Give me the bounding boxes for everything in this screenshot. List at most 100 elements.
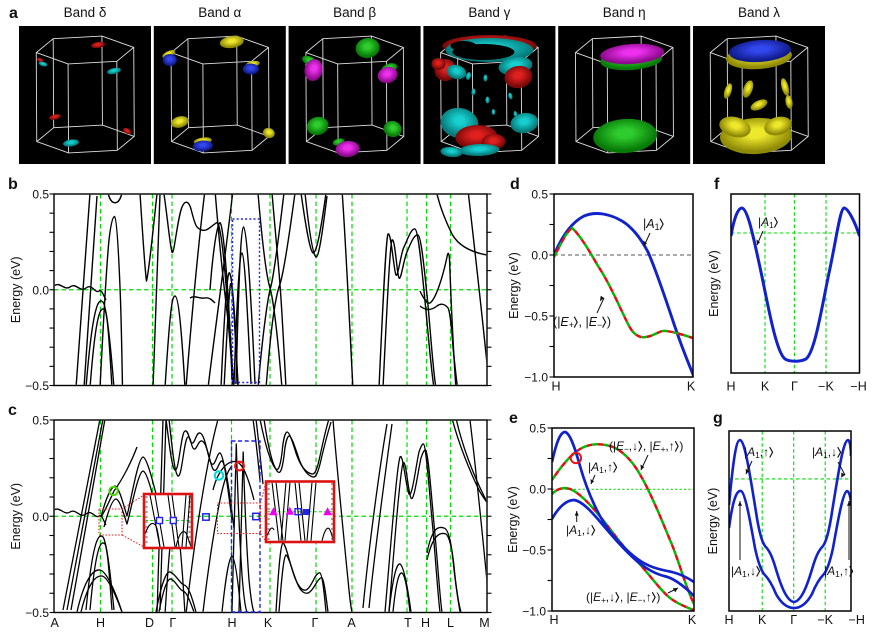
svg-text:Γ: Γ xyxy=(312,616,319,630)
svg-text:E: E xyxy=(653,439,662,453)
svg-text:−0.5: −0.5 xyxy=(25,606,49,620)
svg-text:g: g xyxy=(713,410,723,427)
svg-text:Band β: Band β xyxy=(333,5,376,20)
svg-text:K: K xyxy=(688,613,697,627)
svg-text:Band η: Band η xyxy=(603,5,646,20)
svg-text:A: A xyxy=(733,564,742,578)
svg-text:H: H xyxy=(96,616,105,630)
svg-text:H: H xyxy=(549,613,558,627)
svg-text:−: − xyxy=(624,444,629,454)
svg-text:,↓: ,↓ xyxy=(582,523,591,537)
svg-text:A: A xyxy=(746,445,755,459)
svg-text:A: A xyxy=(51,616,60,630)
svg-text:|: | xyxy=(643,217,646,231)
svg-text:E: E xyxy=(616,439,625,453)
svg-text:1: 1 xyxy=(835,569,840,579)
svg-text:1: 1 xyxy=(599,465,604,475)
svg-text:): ) xyxy=(679,439,683,453)
svg-text:|: | xyxy=(588,460,591,474)
svg-text:Energy (eV): Energy (eV) xyxy=(706,488,720,555)
svg-text:,↑: ,↑ xyxy=(604,460,613,474)
svg-text:Band λ: Band λ xyxy=(738,5,780,20)
svg-text:0.5: 0.5 xyxy=(529,422,546,436)
svg-text:0.5: 0.5 xyxy=(32,188,49,202)
svg-text:|: | xyxy=(824,564,827,578)
svg-text:−1.0: −1.0 xyxy=(522,605,546,619)
svg-text:,↑: ,↑ xyxy=(665,439,674,453)
svg-text:1: 1 xyxy=(655,222,660,232)
svg-text:K: K xyxy=(758,613,767,627)
svg-text:L: L xyxy=(447,616,454,630)
svg-text:0.0: 0.0 xyxy=(32,510,49,524)
svg-text:Band γ: Band γ xyxy=(468,5,510,20)
svg-text:D: D xyxy=(145,616,154,630)
svg-text:A: A xyxy=(590,460,599,474)
svg-text:A: A xyxy=(347,616,356,630)
svg-text:−: − xyxy=(597,320,602,330)
svg-text:T: T xyxy=(404,616,412,630)
svg-text:): ) xyxy=(656,590,660,604)
svg-text:e: e xyxy=(509,410,518,427)
svg-text:|: | xyxy=(650,439,653,453)
svg-text:1: 1 xyxy=(755,450,760,460)
svg-text:−H: −H xyxy=(850,380,866,394)
svg-text:Energy (eV): Energy (eV) xyxy=(506,486,520,553)
svg-text:Γ: Γ xyxy=(790,613,797,627)
svg-text:K: K xyxy=(761,380,770,394)
svg-text:|: | xyxy=(627,590,630,604)
svg-text:0.5: 0.5 xyxy=(32,414,49,428)
svg-text:,: , xyxy=(643,439,646,453)
svg-text:Energy (eV): Energy (eV) xyxy=(9,483,23,550)
svg-text:(: ( xyxy=(586,590,590,604)
svg-text:0.0: 0.0 xyxy=(531,249,548,263)
svg-text:0.5: 0.5 xyxy=(531,188,548,202)
svg-text:−K: −K xyxy=(818,380,834,394)
svg-text:,↑: ,↑ xyxy=(642,590,651,604)
svg-text:A: A xyxy=(760,215,769,229)
svg-text:Energy (eV): Energy (eV) xyxy=(9,256,23,323)
svg-text:f: f xyxy=(714,176,720,193)
svg-text:0.0: 0.0 xyxy=(32,283,49,297)
svg-text:+: + xyxy=(601,595,606,605)
svg-text:E: E xyxy=(593,590,602,604)
svg-text:|: | xyxy=(731,564,734,578)
svg-text:K: K xyxy=(687,380,696,394)
svg-text:+: + xyxy=(569,320,574,330)
svg-text:c: c xyxy=(8,402,17,419)
svg-text:a: a xyxy=(9,5,18,22)
svg-text:0.0: 0.0 xyxy=(529,483,546,497)
svg-text:H: H xyxy=(551,380,560,394)
svg-text:A: A xyxy=(826,564,835,578)
svg-text:−0.5: −0.5 xyxy=(522,544,546,558)
svg-text:(: ( xyxy=(609,439,613,453)
svg-text:|: | xyxy=(590,590,593,604)
svg-text:−H: −H xyxy=(849,613,865,627)
svg-text:Energy (eV): Energy (eV) xyxy=(707,250,721,317)
svg-text:d: d xyxy=(510,176,520,193)
svg-text:−: − xyxy=(638,595,643,605)
svg-text:,↓: ,↓ xyxy=(828,445,837,459)
svg-text:M: M xyxy=(479,616,489,630)
svg-text:−0.5: −0.5 xyxy=(25,379,49,393)
svg-text:1: 1 xyxy=(823,450,828,460)
svg-text:b: b xyxy=(8,176,18,193)
svg-text:1: 1 xyxy=(769,220,774,230)
svg-text:H: H xyxy=(227,616,236,630)
svg-text:+: + xyxy=(661,444,666,454)
svg-text:1: 1 xyxy=(577,528,582,538)
svg-text:): ) xyxy=(607,315,611,329)
svg-text:|: | xyxy=(586,315,589,329)
svg-text:A: A xyxy=(568,523,577,537)
svg-text:E: E xyxy=(560,315,569,329)
svg-text:|: | xyxy=(566,523,569,537)
svg-text:−K: −K xyxy=(817,613,833,627)
svg-text:A: A xyxy=(645,217,654,231)
svg-text:Band δ: Band δ xyxy=(64,5,107,20)
svg-text:−0.5: −0.5 xyxy=(524,310,548,324)
svg-text:A: A xyxy=(814,445,823,459)
svg-text:,↑: ,↑ xyxy=(760,445,769,459)
svg-text:E: E xyxy=(589,315,598,329)
svg-text:|: | xyxy=(812,445,815,459)
svg-text:,↓: ,↓ xyxy=(629,439,638,453)
svg-text:,↑: ,↑ xyxy=(840,564,849,578)
